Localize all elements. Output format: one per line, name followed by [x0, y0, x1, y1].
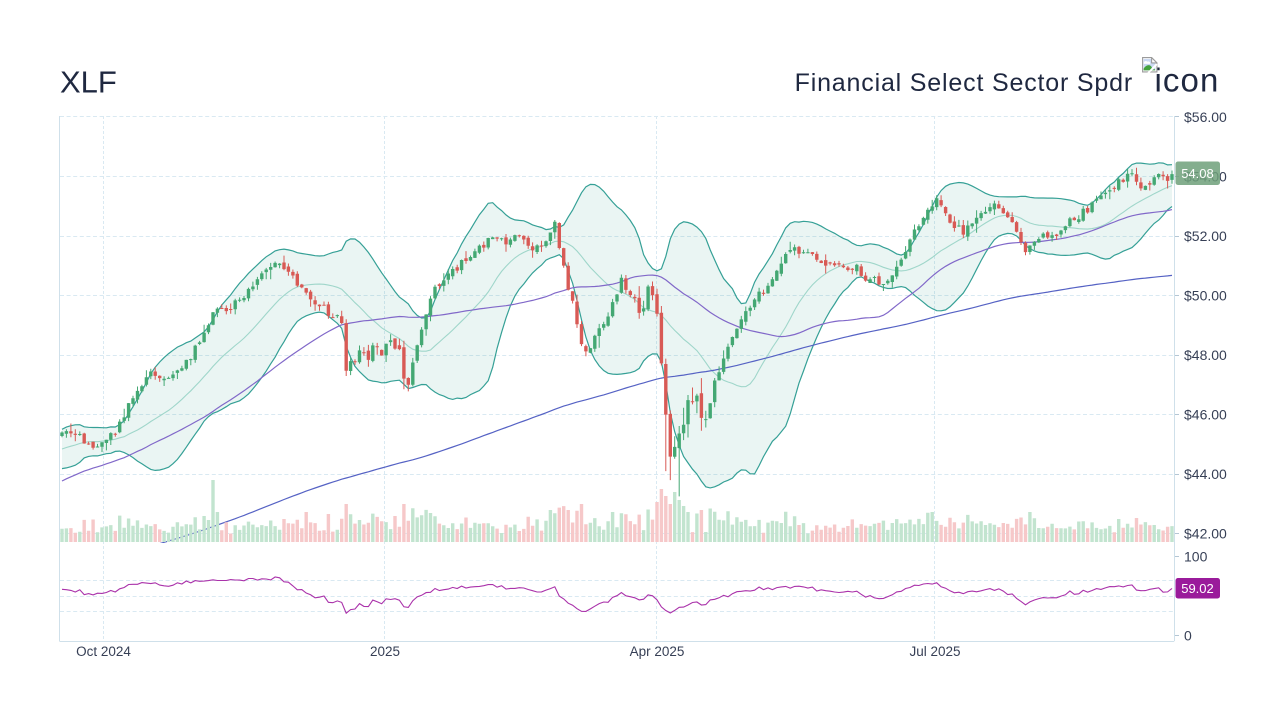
- svg-text:54.08: 54.08: [1181, 166, 1214, 181]
- svg-text:$50.00: $50.00: [1184, 288, 1227, 304]
- svg-text:0: 0: [1184, 628, 1192, 644]
- svg-text:100: 100: [1184, 549, 1208, 565]
- svg-text:$46.00: $46.00: [1184, 407, 1227, 423]
- svg-text:Jul 2025: Jul 2025: [909, 644, 960, 659]
- svg-text:$42.00: $42.00: [1184, 526, 1227, 542]
- svg-text:Financial Select Sector Spdr: Financial Select Sector Spdr: [795, 69, 1133, 97]
- svg-text:$56.00: $56.00: [1184, 109, 1227, 125]
- svg-text:Apr 2025: Apr 2025: [630, 644, 685, 659]
- svg-text:$48.00: $48.00: [1184, 347, 1227, 363]
- svg-text:59.02: 59.02: [1181, 581, 1214, 596]
- svg-text:2025: 2025: [370, 644, 400, 659]
- svg-text:icon: icon: [1155, 62, 1220, 99]
- svg-text:Oct 2024: Oct 2024: [76, 644, 131, 659]
- svg-text:$52.00: $52.00: [1184, 228, 1227, 244]
- svg-text:XLF: XLF: [60, 65, 117, 100]
- svg-text:$44.00: $44.00: [1184, 466, 1227, 482]
